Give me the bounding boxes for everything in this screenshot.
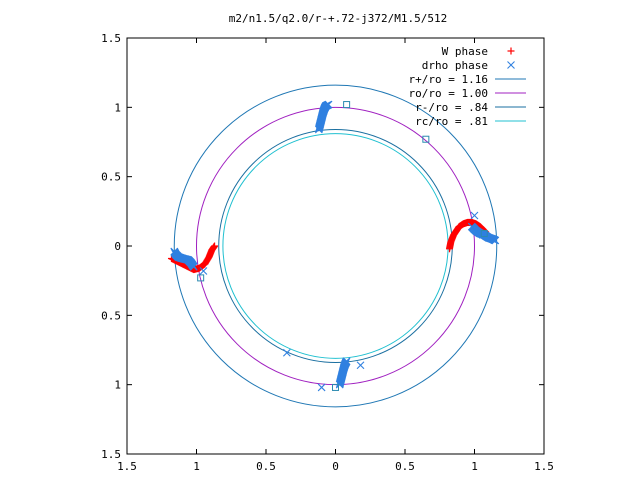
- series-0-seg-1-point-end: [211, 242, 219, 250]
- legend-label-5: rc/ro = .81: [415, 115, 488, 128]
- circle-0: [173, 84, 498, 408]
- y-tick-label-5: 1: [114, 379, 121, 392]
- x-tick-label-4: 0.5: [395, 460, 415, 473]
- series-1-point-3: [470, 211, 479, 220]
- chart-title: m2/n1.5/q2.0/r-+.72-j372/M1.5/512: [229, 12, 448, 25]
- series-1-seg-0-point-end: [324, 100, 333, 109]
- legend-label-0: W phase: [442, 45, 488, 58]
- axis-ticks: 1.5 1 0.5 0 0.5 1 1.51.510.500.511.5: [101, 32, 554, 473]
- x-tick-label-2: 0.5: [256, 460, 276, 473]
- series-1-seg-2-point-end: [189, 262, 198, 271]
- y-tick-label-1: 1: [114, 101, 121, 114]
- x-tick-label-0: 1.5: [117, 460, 137, 473]
- series-1-point-5: [199, 267, 208, 275]
- x-tick-label-1: 1: [193, 460, 200, 473]
- x-tick-label-6: 1.5: [534, 460, 554, 473]
- circle-1: [196, 106, 475, 386]
- legend-label-4: r-/ro = .84: [415, 101, 488, 114]
- series-2-point-2: [197, 274, 205, 282]
- series-1-point-0: [282, 348, 291, 357]
- legend-label-3: ro/ro = 1.00: [409, 87, 488, 100]
- series-2-point-4: [480, 230, 488, 238]
- y-tick-label-0: 1.5: [101, 32, 121, 45]
- y-tick-label-2: 0.5: [101, 171, 121, 184]
- y-tick-label-3: 0: [114, 240, 121, 253]
- series-2-point-0: [343, 101, 351, 109]
- series-2-point-3: [332, 383, 339, 391]
- series-1-point-1: [317, 383, 326, 392]
- y-tick-label-4: 0.5: [101, 309, 121, 322]
- series-1-point-2: [356, 361, 365, 370]
- x-tick-label-3: 0: [332, 460, 339, 473]
- series-1-seg-1-point-end: [342, 357, 351, 365]
- circle-3: [222, 133, 449, 359]
- series-1-seg-3-point-end: [491, 236, 500, 245]
- legend-label-1: drho phase: [422, 59, 488, 72]
- data-points: [167, 100, 500, 392]
- series-1-point-4: [478, 231, 487, 239]
- legend-marker-0: [507, 47, 515, 55]
- circle-2: [218, 129, 453, 363]
- y-tick-label-6: 1.5: [101, 448, 121, 461]
- series-2-point-1: [422, 135, 430, 143]
- legend-label-2: r+/ro = 1.16: [409, 73, 488, 86]
- legend-marker-1: [507, 61, 515, 69]
- x-tick-label-5: 1: [471, 460, 478, 473]
